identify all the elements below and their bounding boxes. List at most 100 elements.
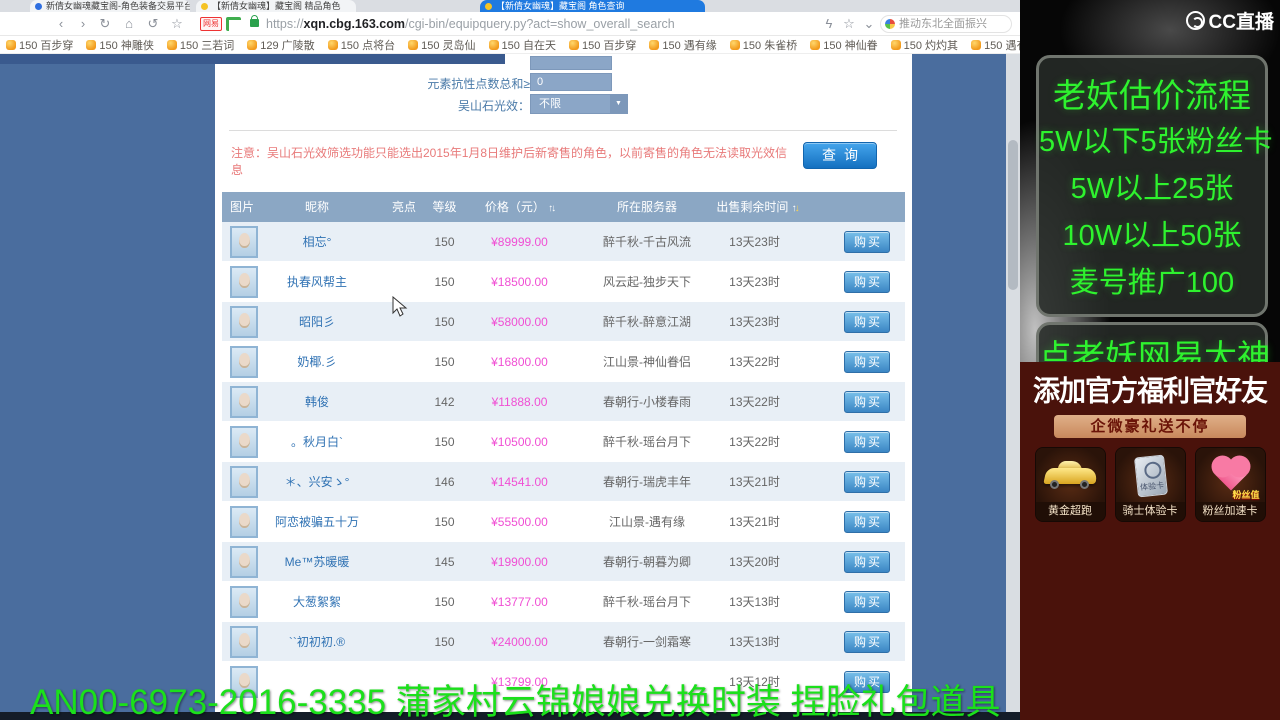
buy-button[interactable]: 购买 [844,551,890,573]
sale-time-left: 13天22时 [729,435,780,449]
buy-button[interactable]: 购买 [844,351,890,373]
character-name-link[interactable]: ``初初初.® [288,635,346,649]
sale-time-left: 13天20时 [729,555,780,569]
form-select-lighting[interactable]: 不限 ▼ [530,94,628,114]
character-avatar[interactable] [230,306,258,338]
bookmark-item[interactable]: 150 遇有缘 [649,37,717,53]
browser-tab-3-active[interactable]: 【新倩女幽魂】藏宝阁 角色查询 [480,0,705,12]
character-name-link[interactable]: 昭阳彡 [298,315,335,329]
home-icon[interactable]: ⌂ [125,16,133,31]
reload-icon[interactable]: ↻ [99,16,111,31]
ssl-lock-icon [250,15,259,27]
character-level: 150 [434,635,455,649]
table-header-row: 图片 昵称 亮点 等级 价格（元） ↑↓ 所在服务器 出售剩余时间 ↑↓ [222,192,905,222]
bookmark-item[interactable]: 150 三若词 [166,37,234,53]
character-price: ¥55500.00 [491,515,548,529]
buy-button[interactable]: 购买 [844,511,890,533]
buy-button[interactable]: 购买 [844,311,890,333]
bookmark-favicon [6,39,16,50]
buy-button[interactable]: 购买 [844,631,890,653]
buy-button[interactable]: 购买 [844,391,890,413]
character-avatar[interactable] [230,466,258,498]
character-name-link[interactable]: 。秋月白` [291,435,343,449]
netease-extension-badge[interactable]: 网易 [200,17,222,31]
character-avatar[interactable] [230,226,258,258]
buy-button[interactable]: 购买 [844,591,890,613]
character-server: 春朝行-一剑霜寒 [603,635,691,649]
bookmark-item[interactable]: 150 神雕侠 [86,37,154,53]
character-avatar[interactable] [230,386,258,418]
bookmark-label: 150 百步穿 [19,39,74,52]
buy-button[interactable]: 购买 [844,671,890,693]
sale-time-left: 13天13时 [729,595,780,609]
lighting-filter-note: 注意：吴山石光效筛选功能只能选出2015年1月8日维护后新寄售的角色，以前寄售的… [231,146,788,177]
form-label-element-resist: 元素抗性点数总和≥ [427,77,530,91]
gift-label: 骑士体验卡 [1115,502,1185,521]
character-avatar[interactable] [230,546,258,578]
table-row: 阿恋被骗五十万 150 ¥55500.00 江山景-遇有缘 13天21时 购买 [222,502,905,542]
bookmark-item[interactable]: 129 广陵散 [247,37,315,53]
character-server: 醉千秋-醉意江湖 [603,315,691,329]
fans-badge-text: 粉丝值 [1232,490,1260,500]
character-name-link[interactable]: 阿恋被骗五十万 [274,515,359,529]
bookmark-item[interactable]: 150 百步穿 [568,37,636,53]
th-time-sortable[interactable]: 出售剩余时间 ↑↓ [692,192,822,222]
character-name-link[interactable]: 奶椰.彡 [297,355,337,369]
table-row: 昭阳彡 150 ¥58000.00 醉千秋-醉意江湖 13天23时 购买 [222,302,905,342]
buy-button[interactable]: 购买 [844,471,890,493]
grid-extension-icon[interactable] [226,17,241,31]
url-address[interactable]: https://xqn.cbg.163.com/cgi-bin/equipque… [266,12,675,36]
back-icon[interactable]: ‹ [58,16,64,31]
character-name-link[interactable]: 执春风帮主 [286,275,347,289]
url-domain: xqn.cbg.163.com [303,17,405,31]
hot-search-box[interactable]: 推动东北全面振兴 [880,15,1012,33]
forward-icon[interactable]: › [80,16,86,31]
bookmark-item[interactable]: 150 灼灼其 [890,37,958,53]
gift-label: 黄金超跑 [1035,502,1105,521]
character-name-link[interactable]: ＊、兴安ゝ° [284,475,350,489]
time-sort-icons[interactable]: ↑↓ [791,203,800,214]
buy-button[interactable]: 购买 [844,431,890,453]
bookmark-item[interactable]: 150 自在天 [488,37,556,53]
character-avatar[interactable] [230,586,258,618]
undo-icon[interactable]: ↺ [147,16,159,31]
favorite-star-icon[interactable]: ☆ [171,16,183,31]
sale-time-left: 13天22时 [729,395,780,409]
character-avatar[interactable] [230,626,258,658]
character-level: 146 [434,475,455,489]
form-input-clipped[interactable] [530,56,612,70]
character-level: 150 [434,275,455,289]
th-price-sortable[interactable]: 价格（元） ↑↓ [462,192,577,222]
bookmark-item[interactable]: 150 遇有缘 [971,37,1020,53]
character-avatar[interactable] [230,426,258,458]
character-name-link[interactable]: 大葱絮絮 [292,595,341,609]
bookmark-item[interactable]: 150 点将台 [327,37,395,53]
character-avatar[interactable] [230,346,258,378]
browser-scrollbar-thumb[interactable] [1008,140,1018,290]
character-name-link[interactable]: 韩俊 [304,395,329,409]
character-name-link[interactable]: Me™苏暖暖 [284,555,350,569]
character-avatar[interactable] [230,266,258,298]
page-header-strip [0,54,505,64]
flash-icon[interactable]: ϟ [825,16,833,31]
character-avatar[interactable] [230,666,258,698]
bookmark-item[interactable]: 150 神仙眷 [810,37,878,53]
query-button[interactable]: 查询 [803,142,877,169]
browser-tab-1[interactable]: 新倩女幽魂藏宝阁-角色装备交易平台 [30,0,190,12]
chevron-down-icon[interactable]: ⌄ [863,16,875,31]
character-name-link[interactable]: 相忘° [302,235,332,249]
form-input-element-resist[interactable]: 0 [530,73,612,91]
bookmarks-bar: 150 百步穿 150 神雕侠 150 三若词 129 广陵散 150 点将台 150 灵… [0,36,1020,54]
bookmark-favicon [568,39,579,50]
bookmark-item[interactable]: 150 灵岛仙 [408,37,476,53]
browser-tab-2[interactable]: 【新倩女幽魂】藏宝阁 精品角色 [196,0,356,12]
search-engine-icon [885,19,895,29]
bookmark-star-icon[interactable]: ☆ [843,16,855,31]
buy-button[interactable]: 购买 [844,271,890,293]
price-sort-icons[interactable]: ↑↓ [548,203,556,214]
buy-button[interactable]: 购买 [844,231,890,253]
character-avatar[interactable] [230,506,258,538]
bookmark-item[interactable]: 150 百步穿 [6,37,73,53]
bookmark-item[interactable]: 150 朱雀桥 [729,37,797,53]
bookmark-label: 150 神雕侠 [99,39,154,52]
